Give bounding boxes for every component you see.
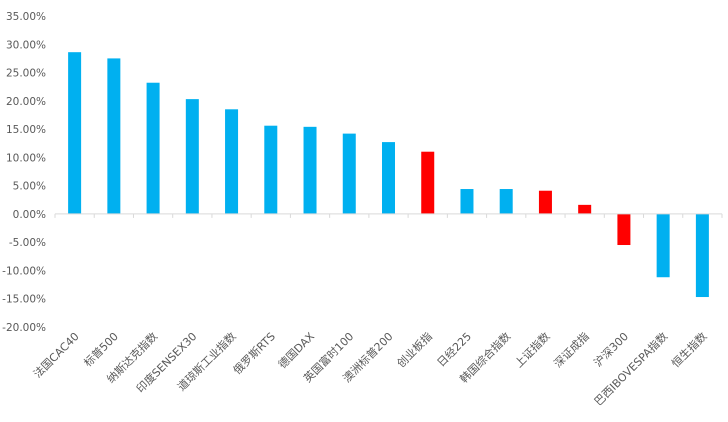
bar <box>421 151 435 214</box>
y-tick-label: -15.00% <box>2 294 46 306</box>
bars <box>68 52 709 298</box>
bar <box>695 213 709 298</box>
bar <box>303 126 317 214</box>
bar <box>382 142 395 214</box>
x-category-label: 巴西IBOVESPA指数 <box>591 329 670 408</box>
y-tick-label: 15.00% <box>6 124 46 136</box>
x-category-label: 沪深300 <box>591 329 631 369</box>
bar <box>107 58 121 214</box>
bar <box>578 204 592 214</box>
y-tick-label: -5.00% <box>9 237 46 249</box>
bar <box>68 52 82 214</box>
bar <box>146 82 160 214</box>
y-tick-label: 10.00% <box>6 152 46 164</box>
bar <box>460 189 474 214</box>
x-category-label: 法国CAC40 <box>30 329 81 380</box>
x-category-label: 日经225 <box>434 330 474 370</box>
y-tick-label: 0.00% <box>13 209 46 221</box>
bar <box>264 125 278 214</box>
x-category-label: 恒生指数 <box>668 329 709 370</box>
x-category-label: 创业板指 <box>394 329 435 370</box>
y-tick-label: -10.00% <box>2 265 46 277</box>
bar <box>538 190 552 214</box>
bar <box>185 99 199 214</box>
x-axis-labels: 法国CAC40 标普500纳斯达克指数印度SENSEX30道琼斯工业指数俄罗斯RT… <box>30 329 709 409</box>
y-tick-label: 25.00% <box>6 68 46 80</box>
bar <box>225 109 239 214</box>
x-category-label: 上证指数 <box>512 329 553 370</box>
bar <box>656 213 670 278</box>
zero-axis <box>54 213 723 218</box>
y-tick-label: 5.00% <box>13 181 46 193</box>
y-tick-label: 20.00% <box>6 96 46 108</box>
y-axis-ticks: 35.00% 30.00% 25.00% 20.00% 15.00% 10.00% 5.00… <box>2 11 46 334</box>
x-category-label: 标普500 <box>81 329 121 369</box>
y-tick-label: 30.00% <box>6 39 46 51</box>
bar <box>499 189 513 214</box>
x-category-label: 深证成指 <box>551 329 592 370</box>
bar <box>342 133 356 214</box>
y-tick-label: -20.00% <box>2 322 46 334</box>
bar <box>617 213 631 246</box>
x-category-label: 俄罗斯RTS <box>231 330 278 377</box>
y-tick-label: 35.00% <box>6 11 46 23</box>
